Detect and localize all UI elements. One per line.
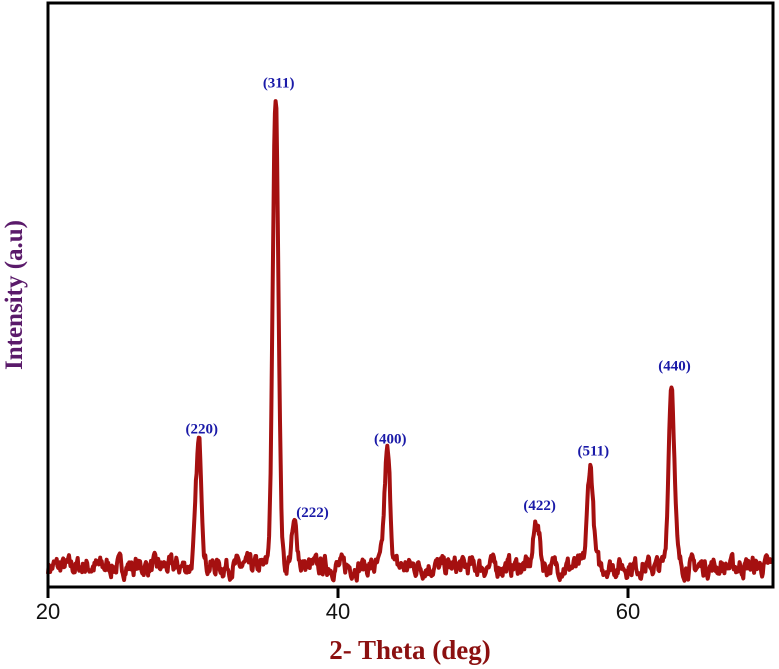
plot-frame bbox=[46, 1, 775, 589]
x-tick-label: 60 bbox=[616, 599, 640, 624]
peak-label: (222) bbox=[296, 505, 329, 521]
x-axis-label: 2- Theta (deg) bbox=[329, 635, 491, 665]
x-tick-label: 20 bbox=[36, 599, 60, 624]
peak-label: (220) bbox=[186, 421, 219, 437]
peak-label: (311) bbox=[263, 76, 295, 92]
peak-label: (422) bbox=[523, 498, 556, 514]
y-axis-label: Intensity (a.u) bbox=[1, 220, 28, 370]
peak-label: (440) bbox=[658, 358, 691, 374]
peak-label: (400) bbox=[374, 431, 407, 447]
peak-label: (511) bbox=[577, 444, 609, 460]
x-tick-label: 40 bbox=[326, 599, 350, 624]
xrd-pattern-line bbox=[46, 99, 775, 583]
